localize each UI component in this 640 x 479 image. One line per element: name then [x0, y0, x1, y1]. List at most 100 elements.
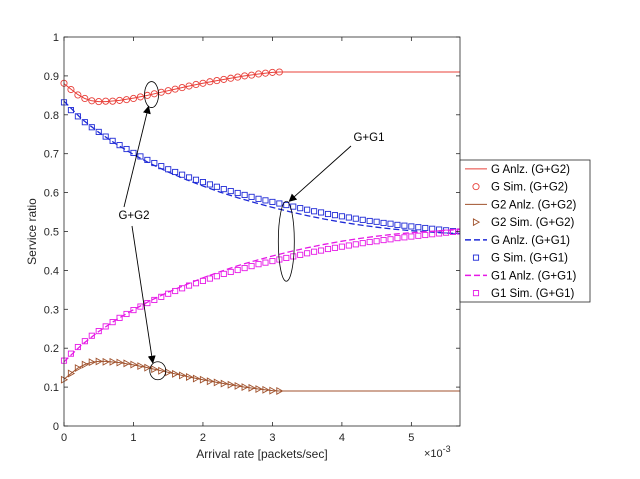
series-7 [60, 228, 464, 364]
data-point [130, 149, 137, 156]
data-point [338, 213, 345, 220]
data-point [283, 254, 290, 262]
data-point [262, 197, 269, 204]
legend-label: G Anlz. (G+G2) [491, 164, 570, 176]
data-point [151, 296, 158, 304]
legend-swatch [472, 183, 480, 191]
data-point [227, 268, 234, 276]
data-point [130, 360, 138, 369]
data-point [345, 242, 352, 249]
data-point [144, 156, 151, 163]
data-point [436, 230, 443, 237]
data-point [158, 163, 165, 170]
legend-label: G1 Anlz. (G+G1) [491, 270, 576, 282]
data-point [81, 338, 88, 345]
data-point [324, 245, 332, 253]
data-point [373, 218, 380, 225]
data-point [102, 133, 109, 140]
data-point [387, 236, 394, 243]
data-point [67, 85, 75, 94]
data-point [276, 387, 284, 395]
data-point [123, 145, 130, 153]
data-point [262, 259, 269, 266]
legend-box [459, 159, 591, 303]
x-axis-label: Arrival rate [packets/sec] [196, 447, 327, 461]
data-point [192, 80, 200, 89]
data-point [331, 212, 338, 219]
data-point [304, 250, 311, 257]
data-point [318, 209, 325, 216]
series-line [63, 71, 460, 103]
data-point [199, 375, 208, 384]
data-point [179, 285, 186, 292]
legend-label: G Anlz. (G+G1) [491, 235, 570, 247]
data-point [178, 84, 186, 92]
data-point [185, 82, 193, 90]
data-point [248, 383, 256, 392]
data-point [81, 94, 89, 103]
data-point [261, 69, 270, 77]
data-point [234, 381, 242, 390]
data-point [136, 93, 144, 101]
data-point [144, 363, 152, 372]
data-point [318, 247, 325, 254]
data-point [331, 244, 338, 251]
legend-label: G2 Sim. (G+G2) [491, 217, 575, 229]
legend-entry: G Sim. (G+G2) [472, 182, 568, 194]
data-point [227, 74, 235, 82]
data-point [408, 223, 415, 230]
data-point [109, 137, 116, 144]
data-point [220, 379, 228, 388]
y-tick-label: 0.7 [44, 149, 59, 161]
y-tick-label: 0.9 [44, 71, 59, 83]
data-point [213, 183, 220, 190]
data-point [164, 87, 172, 95]
x-tick-label: 1 [130, 432, 136, 444]
legend-label: G1 Sim. (G+G1) [491, 288, 575, 300]
data-point [401, 234, 408, 241]
y-tick-label: 0.2 [44, 343, 59, 355]
data-point [95, 328, 102, 335]
data-point [81, 360, 89, 369]
data-point [116, 358, 124, 367]
annotation-arrow-up [123, 105, 151, 208]
data-point [227, 187, 234, 195]
data-point [179, 171, 186, 178]
annotation-ellipse-g-top [144, 81, 159, 108]
data-point [74, 364, 83, 373]
x-tick-label: 0 [61, 432, 67, 444]
data-point [255, 261, 262, 268]
data-point [192, 280, 200, 287]
series-0 [63, 71, 460, 103]
data-point [408, 233, 415, 240]
data-point [165, 290, 172, 297]
data-point [95, 357, 103, 366]
legend-label: G Sim. (G+G2) [491, 182, 568, 194]
data-point [95, 98, 103, 106]
y-tick-label: 0.8 [44, 110, 59, 122]
data-point [206, 377, 215, 386]
data-point [123, 359, 131, 368]
data-point [241, 191, 248, 198]
data-point [109, 97, 117, 105]
annotations: G+G2 G+G1 [118, 81, 385, 381]
data-point [268, 68, 276, 76]
data-point [241, 383, 249, 392]
data-point [199, 79, 207, 87]
data-point [81, 119, 88, 126]
data-point [88, 332, 95, 339]
data-point [352, 215, 359, 222]
legend-entry: G Sim. (G+G1) [472, 253, 568, 265]
data-point [192, 176, 200, 183]
data-point [172, 168, 179, 176]
data-point [241, 265, 248, 272]
data-point [137, 362, 145, 371]
data-point [67, 107, 74, 114]
annotation-ellipse-g-g1 [277, 200, 295, 282]
data-point [297, 205, 304, 212]
data-point [366, 217, 373, 225]
series-2 [63, 360, 460, 392]
data-point [415, 232, 422, 239]
data-point [186, 373, 194, 381]
legend-swatch [472, 218, 481, 227]
